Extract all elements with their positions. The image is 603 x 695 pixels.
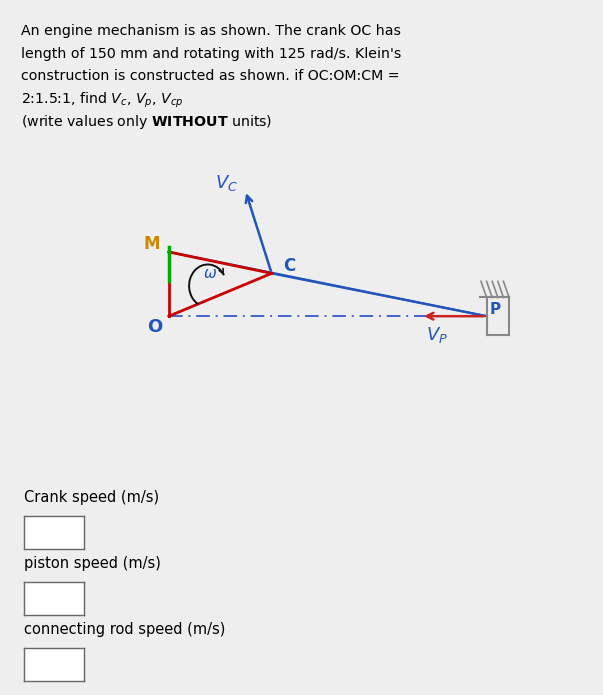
Text: connecting rod speed (m/s): connecting rod speed (m/s) <box>24 622 226 637</box>
Text: construction is constructed as shown. if OC:OM:CM =: construction is constructed as shown. if… <box>21 69 400 83</box>
Text: An engine mechanism is as shown. The crank OC has: An engine mechanism is as shown. The cra… <box>21 24 401 38</box>
Text: $V_C$: $V_C$ <box>215 173 238 193</box>
Text: P: P <box>490 302 501 316</box>
Text: (write values only $\mathbf{WITHOUT}$ units): (write values only $\mathbf{WITHOUT}$ un… <box>21 113 273 131</box>
Text: Crank speed (m/s): Crank speed (m/s) <box>24 490 159 505</box>
Text: length of 150 mm and rotating with 125 rad/s. Klein's: length of 150 mm and rotating with 125 r… <box>21 47 402 60</box>
Text: C: C <box>283 256 295 275</box>
Text: O: O <box>147 318 162 336</box>
Text: piston speed (m/s): piston speed (m/s) <box>24 556 161 571</box>
Text: M: M <box>143 236 160 253</box>
Text: 2:1.5:1, find $V_c$, $V_p$, $V_{cp}$: 2:1.5:1, find $V_c$, $V_p$, $V_{cp}$ <box>21 91 183 111</box>
Text: $V_P$: $V_P$ <box>426 325 448 345</box>
Text: $\omega$: $\omega$ <box>203 266 217 281</box>
